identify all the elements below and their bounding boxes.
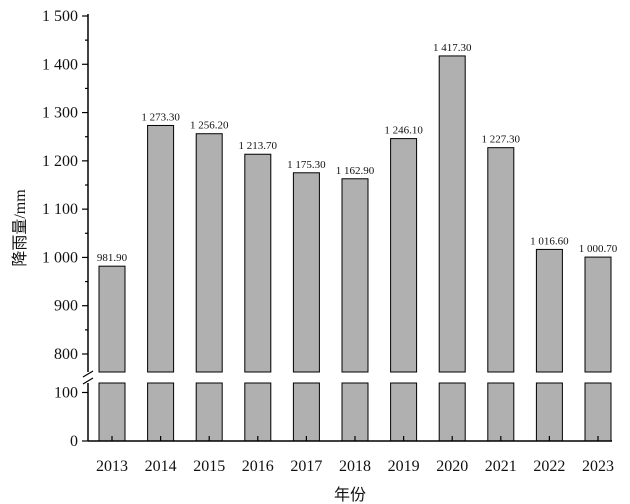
x-tick-label-2022: 2022 xyxy=(533,458,565,475)
bar-lower-2014 xyxy=(147,382,175,442)
bar-lower-2021 xyxy=(487,382,515,442)
data-labels-layer: 981.90 1 273.30 1 256.20 1 213.70 1 175.30 1 … xyxy=(97,42,618,264)
y-tick-label: 1 100 xyxy=(42,201,78,218)
x-tick-label-2019: 2019 xyxy=(388,458,420,475)
x-tick-label-2017: 2017 xyxy=(290,458,322,475)
axis-break-stroke xyxy=(82,377,94,385)
bar-lower-2023 xyxy=(584,382,612,442)
bar-lower-2020 xyxy=(438,382,466,442)
y-tick-label: 1 400 xyxy=(42,56,78,73)
y-tick-label: 100 xyxy=(54,385,78,402)
axis-break-mark xyxy=(82,370,94,385)
y-tick-label: 1 000 xyxy=(42,249,78,266)
x-tick-label-2018: 2018 xyxy=(339,458,371,475)
bar-2015 xyxy=(195,133,223,373)
y-tick-label: 1 300 xyxy=(42,105,78,122)
x-ticks-layer: 2013 2014 2015 2016 2017 2018 2019 2020 2021 2022… xyxy=(96,436,614,475)
bar-2023 xyxy=(584,256,612,373)
bar-lower-2015 xyxy=(195,382,223,442)
bar-2022 xyxy=(535,248,563,373)
y-tick-label: 1 500 xyxy=(42,8,78,25)
bar-lower-2016 xyxy=(244,382,272,442)
data-label-2021: 1 227.30 xyxy=(482,134,521,146)
bar-2019 xyxy=(390,138,418,373)
x-tick-label-2023: 2023 xyxy=(582,458,614,475)
bar-2021 xyxy=(487,147,515,373)
bar-lower-2018 xyxy=(341,382,369,442)
x-tick-label-2016: 2016 xyxy=(242,458,274,475)
data-label-2020: 1 417.30 xyxy=(433,42,472,54)
data-label-2017: 1 175.30 xyxy=(287,159,326,171)
axis-break-stroke xyxy=(82,370,94,378)
y-tick-label: 0 xyxy=(70,433,78,450)
y-tick-label: 800 xyxy=(54,346,78,363)
data-label-2015: 1 256.20 xyxy=(190,120,229,132)
y-tick-label: 1 200 xyxy=(42,153,78,170)
data-label-2018: 1 162.90 xyxy=(336,165,375,177)
y-tick-label: 900 xyxy=(54,298,78,315)
bars-layer xyxy=(98,55,612,442)
bar-lower-2017 xyxy=(292,382,320,442)
bar-lower-2013 xyxy=(98,382,126,442)
x-tick-label-2020: 2020 xyxy=(436,458,468,475)
bar-2016 xyxy=(244,153,272,373)
bar-2020 xyxy=(438,55,466,373)
y-axis-title: 降雨量/mm xyxy=(11,189,29,267)
x-axis-title: 年份 xyxy=(334,486,366,504)
bar-2013 xyxy=(98,265,126,373)
x-tick-label-2021: 2021 xyxy=(485,458,517,475)
data-label-2013: 981.90 xyxy=(97,252,128,264)
x-tick-label-2015: 2015 xyxy=(193,458,225,475)
bar-2014 xyxy=(147,124,175,373)
bar-2018 xyxy=(341,178,369,373)
data-label-2023: 1 000.70 xyxy=(579,243,618,255)
x-tick-label-2013: 2013 xyxy=(96,458,128,475)
bar-2017 xyxy=(292,172,320,373)
data-label-2022: 1 016.60 xyxy=(530,235,569,247)
data-label-2019: 1 246.10 xyxy=(384,125,423,137)
data-label-2016: 1 213.70 xyxy=(239,140,278,152)
x-tick-label-2014: 2014 xyxy=(145,458,177,475)
data-label-2014: 1 273.30 xyxy=(141,111,180,123)
y-ticks-layer: 0 100 800 900 1 000 1 100 1 200 1 300 1 400 1 500 xyxy=(42,8,88,450)
bar-lower-2019 xyxy=(390,382,418,442)
bar-lower-2022 xyxy=(535,382,563,442)
